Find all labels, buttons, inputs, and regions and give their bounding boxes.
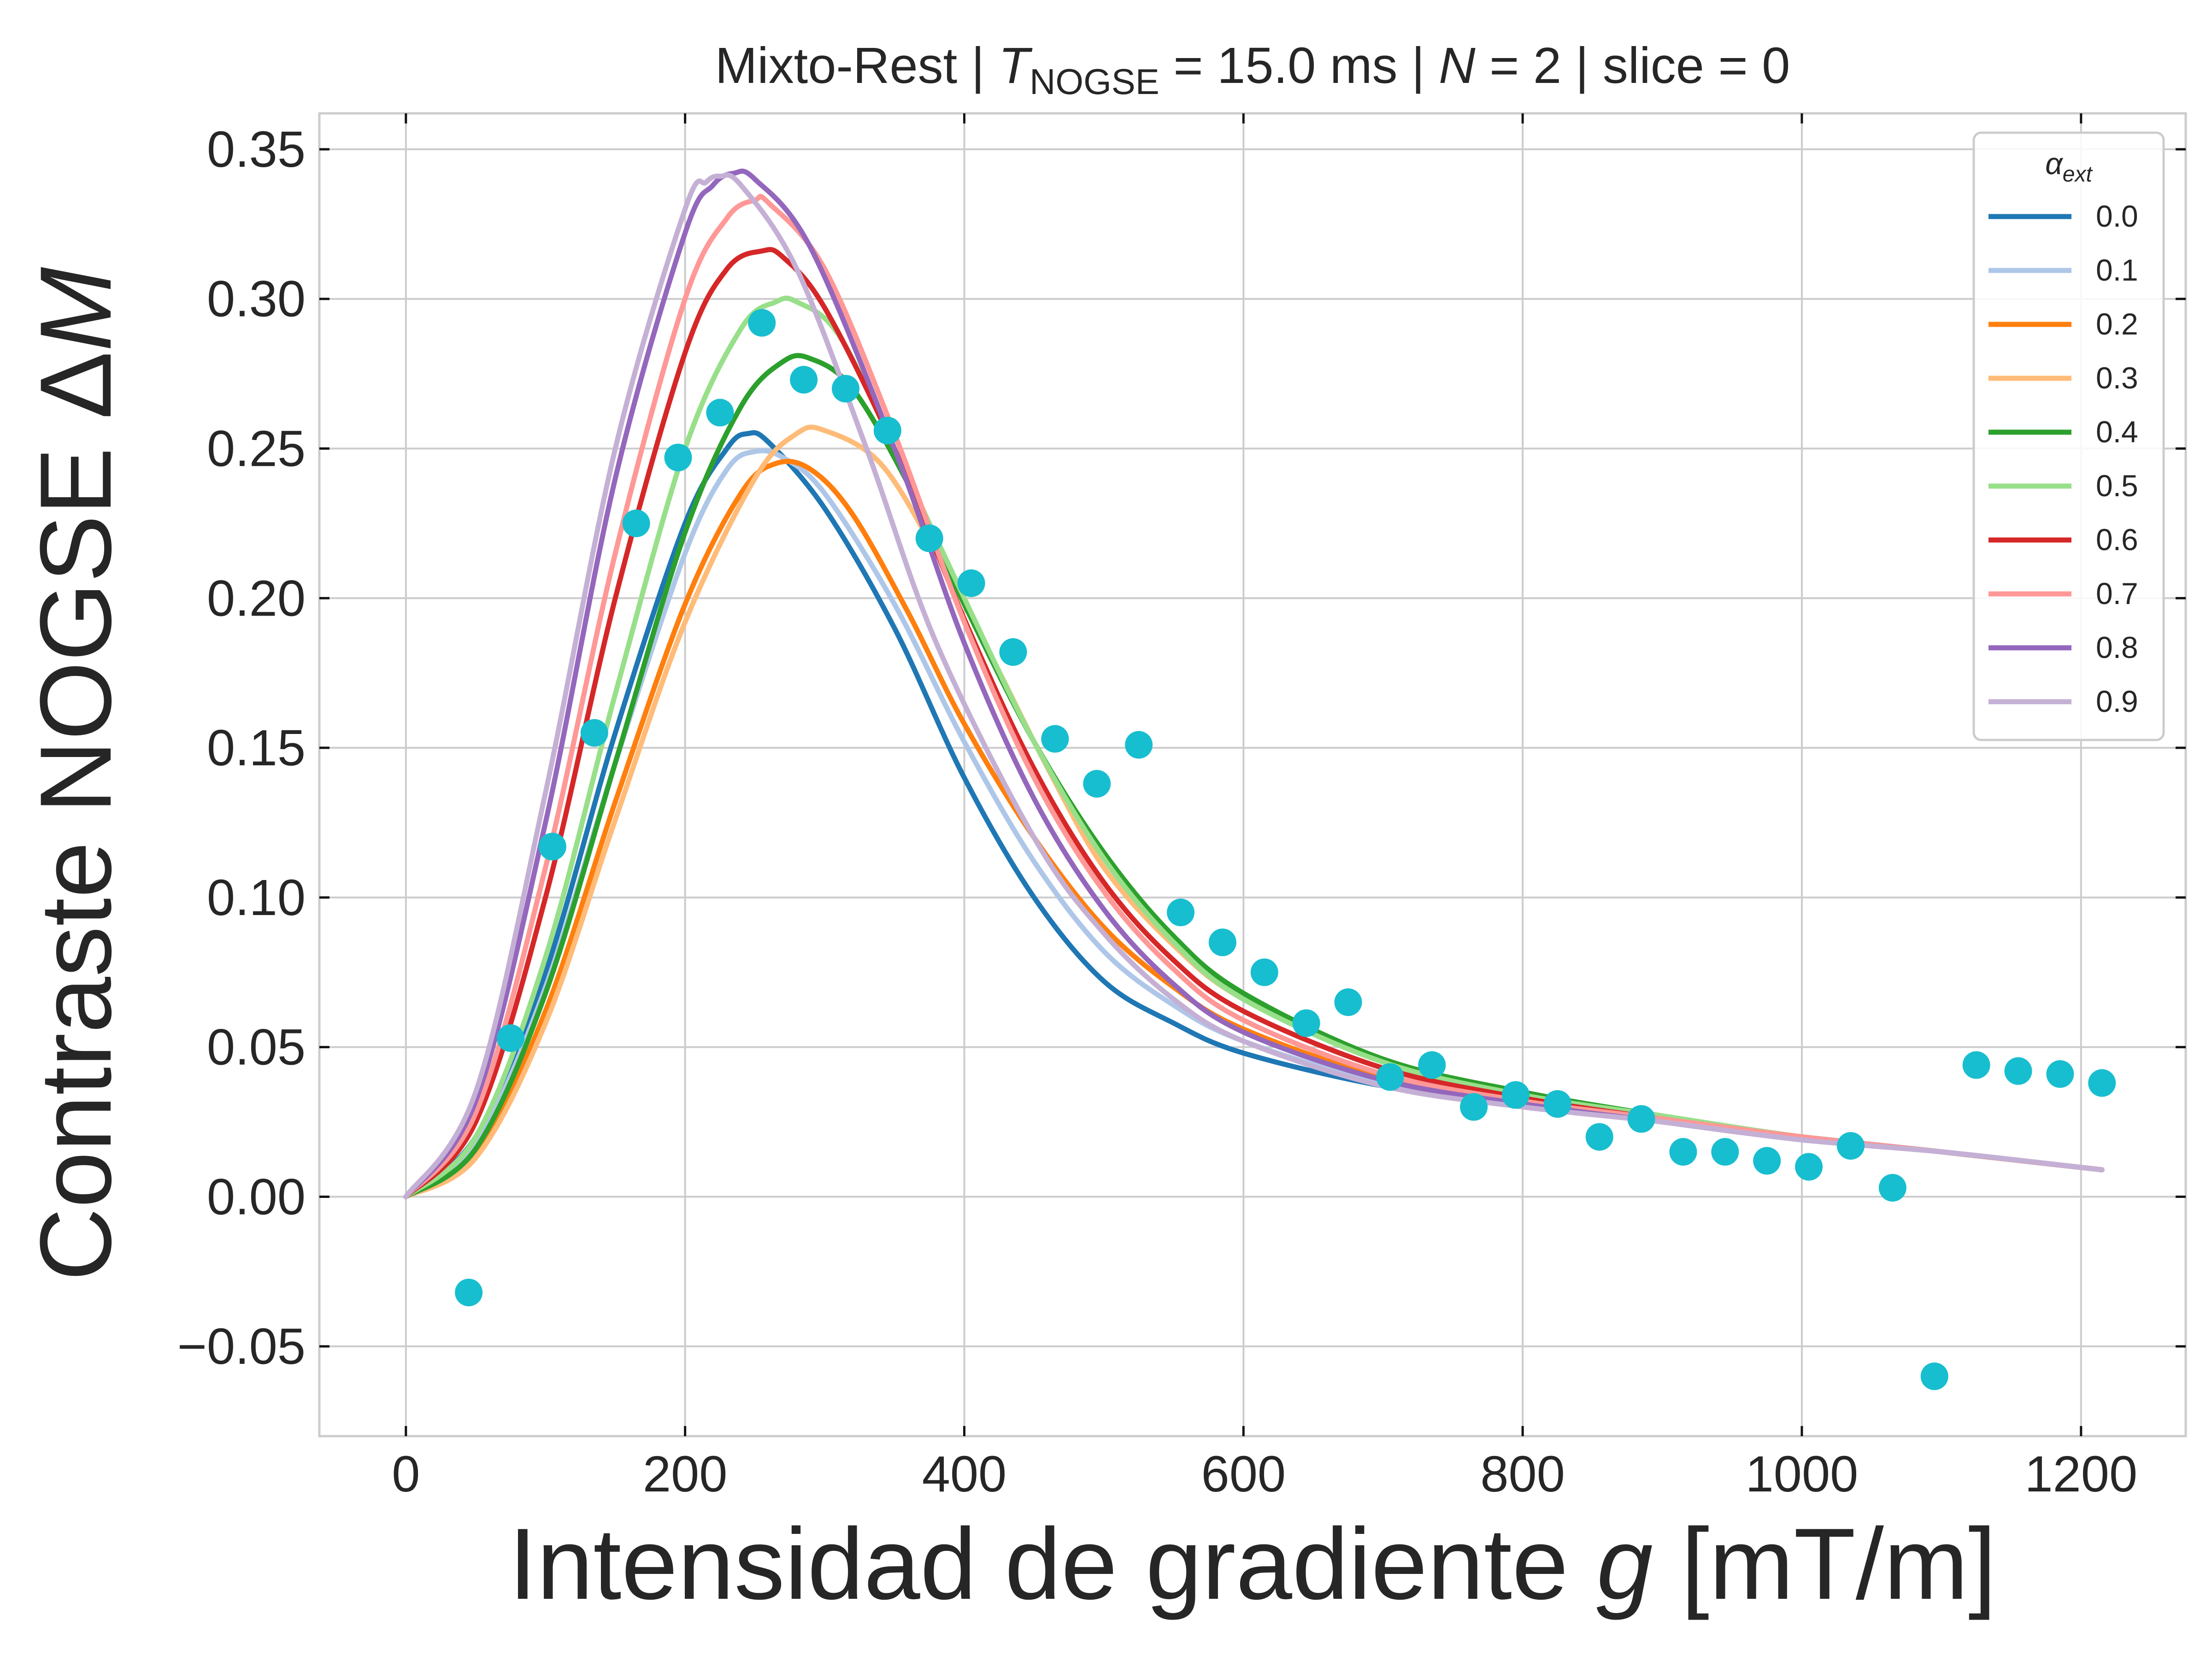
scatter-point xyxy=(1376,1063,1404,1091)
scatter-point xyxy=(1166,898,1194,927)
y-tick-label: 0.15 xyxy=(207,720,306,776)
y-tick-label: −0.05 xyxy=(177,1318,306,1375)
scatter-point xyxy=(1041,725,1069,753)
scatter-point xyxy=(1543,1090,1571,1118)
scatter-point xyxy=(1418,1051,1446,1079)
y-tick-label: 0.10 xyxy=(207,869,306,926)
legend-label-0.0: 0.0 xyxy=(2096,199,2138,233)
scatter-point xyxy=(455,1279,483,1307)
legend-title: αext xyxy=(2045,147,2093,187)
legend-label-0.8: 0.8 xyxy=(2096,630,2138,664)
scatter-point xyxy=(2046,1060,2074,1088)
scatter-point xyxy=(1208,928,1236,957)
y-axis-label: Contraste NOGSE ΔM xyxy=(19,267,132,1281)
legend-title-symbol: α xyxy=(2045,147,2064,181)
scatter-point xyxy=(706,399,734,427)
scatter-point xyxy=(1753,1147,1781,1175)
scatter-point xyxy=(580,719,608,747)
y-axis-label-prefix: Contraste NOGSE Δ xyxy=(19,352,132,1281)
scatter-point xyxy=(957,569,985,597)
title-t-value: = 15.0 ms | xyxy=(1159,37,1439,94)
legend-label-0.1: 0.1 xyxy=(2096,253,2138,287)
scatter-point xyxy=(790,366,818,394)
x-tick-label: 800 xyxy=(1480,1446,1565,1503)
scatter-point xyxy=(1878,1174,1906,1202)
scatter-point xyxy=(1920,1362,1948,1391)
y-tick-label: 0.25 xyxy=(207,420,306,477)
scatter-point xyxy=(1711,1138,1739,1166)
legend-label-0.2: 0.2 xyxy=(2096,307,2138,341)
series-line-0.9 xyxy=(403,172,2105,1199)
scatter-point xyxy=(1083,769,1111,798)
x-axis-label-symbol: g xyxy=(1596,1507,1653,1620)
legend-label-0.6: 0.6 xyxy=(2096,522,2138,557)
scatter-point xyxy=(1501,1081,1530,1109)
scatter-point xyxy=(1795,1153,1823,1181)
legend-title-subscript: ext xyxy=(2063,162,2093,187)
scatter-point xyxy=(1125,731,1153,759)
plot-frame xyxy=(318,112,2187,1438)
y-tick-label: 0.35 xyxy=(207,121,306,178)
x-tick-label: 200 xyxy=(643,1446,728,1503)
scatter-point xyxy=(1460,1093,1488,1121)
scatter-point xyxy=(664,443,692,471)
x-axis-label-suffix: [mT/m] xyxy=(1653,1507,1996,1620)
scatter-point xyxy=(1585,1123,1613,1151)
y-tick-label: 0.00 xyxy=(207,1168,306,1225)
scatter-point xyxy=(1334,988,1362,1016)
legend-label-0.3: 0.3 xyxy=(2096,361,2138,395)
scatter-layer xyxy=(455,309,2116,1391)
scatter-point xyxy=(2088,1069,2116,1097)
x-tick-label: 1000 xyxy=(1746,1446,1859,1503)
legend-label-0.7: 0.7 xyxy=(2096,576,2138,610)
y-tick-label: 0.30 xyxy=(207,271,306,328)
legend-frame xyxy=(1972,131,2165,741)
scatter-point xyxy=(999,638,1027,666)
y-axis-label-symbol: M xyxy=(19,267,132,352)
x-tick-label: 600 xyxy=(1201,1446,1286,1503)
y-tick-label: 0.05 xyxy=(207,1019,306,1076)
scatter-point xyxy=(2004,1057,2032,1085)
x-tick-label: 1200 xyxy=(2024,1446,2137,1503)
scatter-point xyxy=(496,1024,524,1052)
title-t-symbol: T xyxy=(999,37,1033,94)
legend: αext 0.0 0.1 0.2 0.3 0.4 0.5 0.6 0.7 0.8 0.9 xyxy=(1972,131,2165,741)
title-t-subscript: NOGSE xyxy=(1030,61,1159,102)
tick-layer: 0 200 400 600 800 1000 1200 −0.05 0.00 0.05 0.10 0.… xyxy=(177,113,2186,1503)
scatter-point xyxy=(1669,1138,1697,1166)
x-tick-label: 400 xyxy=(922,1446,1007,1503)
scatter-point xyxy=(748,309,776,337)
chart-title: Mixto-Rest | TNOGSE = 15.0 ms | N = 2 | … xyxy=(715,37,1790,102)
scatter-point xyxy=(1250,958,1278,986)
y-tick-label: 0.20 xyxy=(207,570,306,627)
legend-label-0.9: 0.9 xyxy=(2096,684,2138,718)
title-prefix: Mixto-Rest | xyxy=(715,37,999,94)
scatter-point xyxy=(622,509,650,537)
x-tick-label: 0 xyxy=(392,1446,420,1503)
legend-label-0.4: 0.4 xyxy=(2096,415,2138,449)
plot-area xyxy=(319,113,2186,1436)
scatter-point xyxy=(831,375,859,403)
title-n-value: = 2 | slice = 0 xyxy=(1476,37,1790,94)
scatter-point xyxy=(538,833,566,861)
scatter-point xyxy=(1292,1009,1320,1037)
title-n-symbol: N xyxy=(1439,37,1476,94)
x-axis-label-prefix: Intensidad de gradiente xyxy=(509,1507,1597,1620)
scatter-point xyxy=(1627,1105,1655,1133)
scatter-point xyxy=(1836,1132,1865,1160)
scatter-point xyxy=(915,524,943,552)
scatter-point xyxy=(873,417,901,445)
series-layer xyxy=(403,168,2105,1199)
legend-label-0.5: 0.5 xyxy=(2096,469,2138,503)
x-axis-label: Intensidad de gradiente g [mT/m] xyxy=(509,1507,1996,1620)
legend-items: 0.0 0.1 0.2 0.3 0.4 0.5 0.6 0.7 0.8 0.9 xyxy=(1988,199,2138,718)
scatter-point xyxy=(1962,1051,1990,1079)
